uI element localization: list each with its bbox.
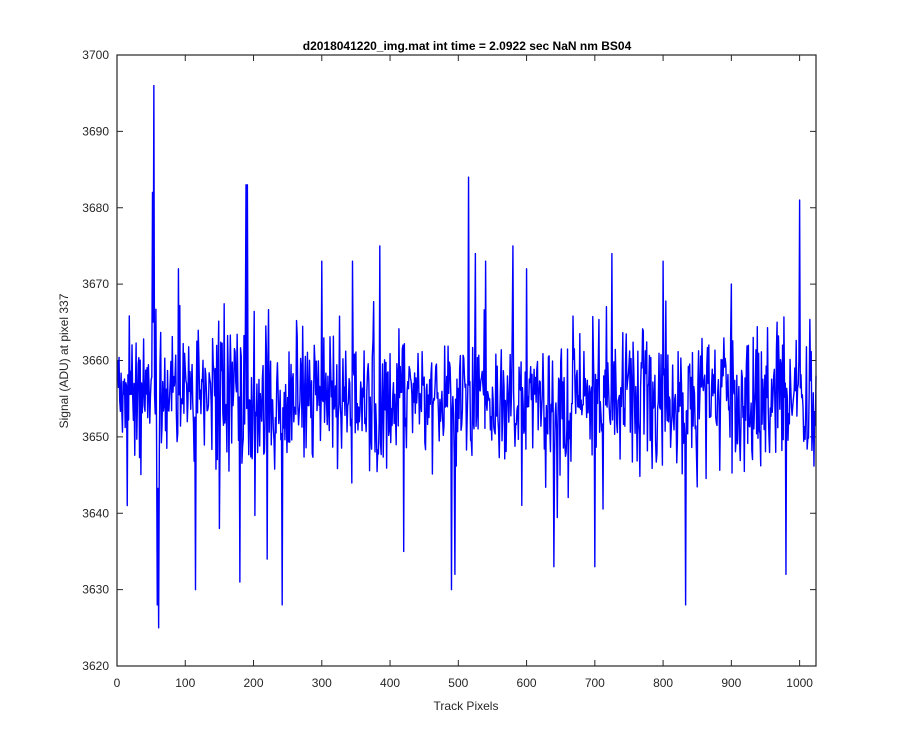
- x-tick-label: 0: [114, 676, 121, 690]
- y-tick-label: 3660: [82, 354, 109, 368]
- y-axis-label: Signal (ADU) at pixel 337: [57, 293, 71, 428]
- x-tick-label: 1000: [786, 676, 813, 690]
- x-tick-label: 500: [448, 676, 468, 690]
- x-tick-label: 900: [721, 676, 741, 690]
- x-axis-label: Track Pixels: [434, 699, 499, 713]
- y-tick-label: 3670: [82, 277, 109, 291]
- x-tick-label: 700: [585, 676, 605, 690]
- x-tick-label: 600: [517, 676, 537, 690]
- y-tick-label: 3640: [82, 506, 109, 520]
- y-tick-label: 3620: [82, 659, 109, 673]
- y-tick-label: 3680: [82, 201, 109, 215]
- x-tick-label: 300: [312, 676, 332, 690]
- chart-title: d2018041220_img.mat int time = 2.0922 se…: [303, 39, 632, 53]
- plot-box: [116, 54, 817, 667]
- y-tick-label: 3650: [82, 430, 109, 444]
- x-tick-label: 400: [380, 676, 400, 690]
- series-group: [116, 84, 817, 629]
- y-tick-label: 3690: [82, 124, 109, 138]
- x-tick-label: 800: [653, 676, 673, 690]
- axis-ticks: 0 100 200 300 400 500 600 700 800 900 1000 3620 3630…: [82, 48, 816, 690]
- x-tick-label: 200: [244, 676, 264, 690]
- y-tick-label: 3700: [82, 48, 109, 62]
- x-tick-label: 100: [175, 676, 195, 690]
- signal-series-line: [116, 84, 817, 629]
- y-tick-label: 3630: [82, 583, 109, 597]
